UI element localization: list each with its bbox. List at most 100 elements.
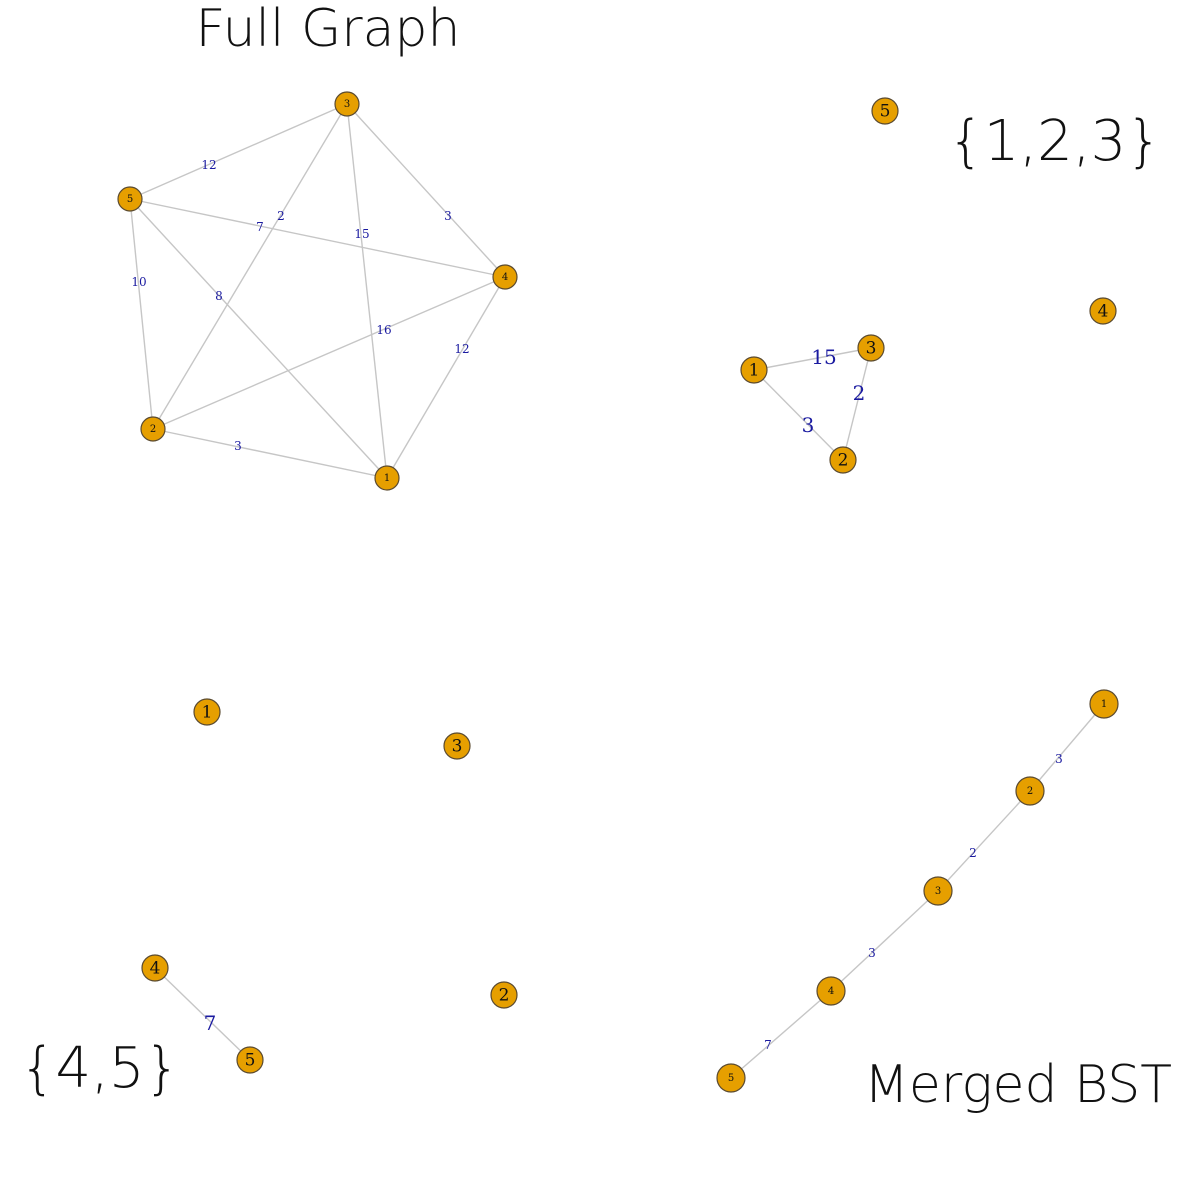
node-circle — [923, 876, 953, 906]
set-123-panel: {1,2,3} 15 2 3 1 2 3 4 5 — [740, 97, 1162, 474]
edge-weight-label: 12 — [454, 342, 469, 356]
node-circle — [1015, 776, 1045, 806]
edge-weight-label: 10 — [131, 275, 146, 289]
edge-weight-label: 3 — [234, 439, 242, 453]
edge-3-4 — [830, 890, 939, 992]
edge-5-1 — [129, 198, 388, 479]
node-label: 3 — [344, 99, 350, 110]
node-circle — [193, 698, 221, 726]
edge-1-2 — [1029, 703, 1105, 792]
edge-weight-label: 2 — [853, 381, 866, 405]
edge-weight-label: 15 — [354, 227, 369, 241]
node-label: 2 — [1027, 786, 1033, 797]
edge-1-3 — [753, 347, 872, 371]
graph-node-4: 4 — [816, 976, 846, 1006]
edge-weight-label: 7 — [204, 1011, 217, 1035]
edge-3-4 — [346, 103, 506, 278]
node-circle — [443, 732, 471, 760]
edge-weight-label: 3 — [802, 413, 815, 437]
node-label: 1 — [384, 473, 390, 484]
node-circle — [1089, 689, 1119, 719]
graph-node-3: 3 — [923, 876, 953, 906]
node-circle — [716, 1063, 746, 1093]
edge-4-5 — [730, 990, 832, 1079]
node-label: 1 — [1101, 699, 1107, 710]
edge-4-5 — [154, 967, 251, 1061]
graph-node-5: 5 — [117, 186, 143, 212]
node-label: 2 — [150, 424, 156, 435]
graph-node-4: 4 — [141, 954, 169, 982]
node-circle — [141, 954, 169, 982]
edge-3-1 — [346, 103, 388, 479]
edge-5-2 — [129, 198, 154, 430]
edge-5-4 — [129, 198, 506, 278]
graph-node-4: 4 — [492, 264, 518, 290]
node-label: 4 — [1098, 302, 1109, 322]
node-label: 2 — [838, 451, 849, 471]
edge-3-2 — [152, 103, 348, 430]
graph-node-1: 1 — [193, 698, 221, 726]
edge-3-2 — [842, 347, 872, 461]
node-circle — [816, 976, 846, 1006]
edge-weight-label: 7 — [256, 220, 264, 234]
edge-weight-label: 2 — [969, 846, 977, 860]
edge-2-3 — [937, 790, 1031, 892]
edge-weight-label: 2 — [277, 209, 285, 223]
node-circle — [1089, 297, 1117, 325]
graph-node-2: 2 — [829, 446, 857, 474]
edge-2-4 — [152, 276, 506, 430]
node-circle — [236, 1046, 264, 1074]
node-circle — [140, 416, 166, 442]
graph-node-2: 2 — [140, 416, 166, 442]
node-label: 4 — [502, 272, 508, 283]
edge-2-1 — [152, 428, 388, 479]
edge-weight-label: 7 — [764, 1038, 772, 1052]
merged-bst-title: Merged BST — [864, 1055, 1172, 1115]
node-label: 2 — [499, 986, 510, 1006]
graph-node-1: 1 — [1089, 689, 1119, 719]
node-label: 5 — [127, 194, 133, 205]
node-circle — [740, 356, 768, 384]
edge-weight-label: 15 — [811, 345, 836, 369]
edge-weight-label: 3 — [1055, 752, 1063, 766]
edge-weight-label: 3 — [868, 946, 876, 960]
node-circle — [492, 264, 518, 290]
node-circle — [117, 186, 143, 212]
node-circle — [334, 91, 360, 117]
set-45-title: {4,5} — [20, 1036, 180, 1101]
edge-weight-label: 8 — [215, 289, 223, 303]
node-label: 3 — [866, 339, 877, 359]
node-label: 1 — [749, 361, 760, 381]
node-label: 4 — [828, 986, 834, 997]
edge-3-5 — [129, 103, 348, 200]
graph-node-3: 3 — [334, 91, 360, 117]
set-45-panel: {4,5} 7 1 2 3 4 5 — [20, 698, 518, 1101]
edge-weight-label: 3 — [444, 209, 452, 223]
graph-node-3: 3 — [443, 732, 471, 760]
edge-4-1 — [386, 276, 506, 479]
node-circle — [490, 981, 518, 1009]
node-label: 3 — [452, 737, 463, 757]
graph-node-2: 2 — [1015, 776, 1045, 806]
node-circle — [871, 97, 899, 125]
graph-node-5: 5 — [236, 1046, 264, 1074]
node-label: 4 — [150, 959, 161, 979]
node-label: 1 — [202, 703, 213, 723]
node-label: 3 — [935, 886, 941, 897]
graph-node-1: 1 — [374, 465, 400, 491]
node-label: 5 — [728, 1073, 734, 1084]
edge-1-2 — [753, 369, 844, 461]
node-circle — [829, 446, 857, 474]
graph-node-5: 5 — [716, 1063, 746, 1093]
graph-node-5: 5 — [871, 97, 899, 125]
node-label: 5 — [880, 102, 891, 122]
edge-weight-label: 12 — [201, 158, 216, 172]
set-123-title: {1,2,3} — [948, 109, 1162, 174]
graph-node-1: 1 — [740, 356, 768, 384]
merged-bst-panel: Merged BST 3 2 3 7 1 2 3 4 5 — [716, 689, 1172, 1115]
graph-node-3: 3 — [857, 334, 885, 362]
edge-weight-label: 16 — [376, 323, 391, 337]
graph-node-2: 2 — [490, 981, 518, 1009]
